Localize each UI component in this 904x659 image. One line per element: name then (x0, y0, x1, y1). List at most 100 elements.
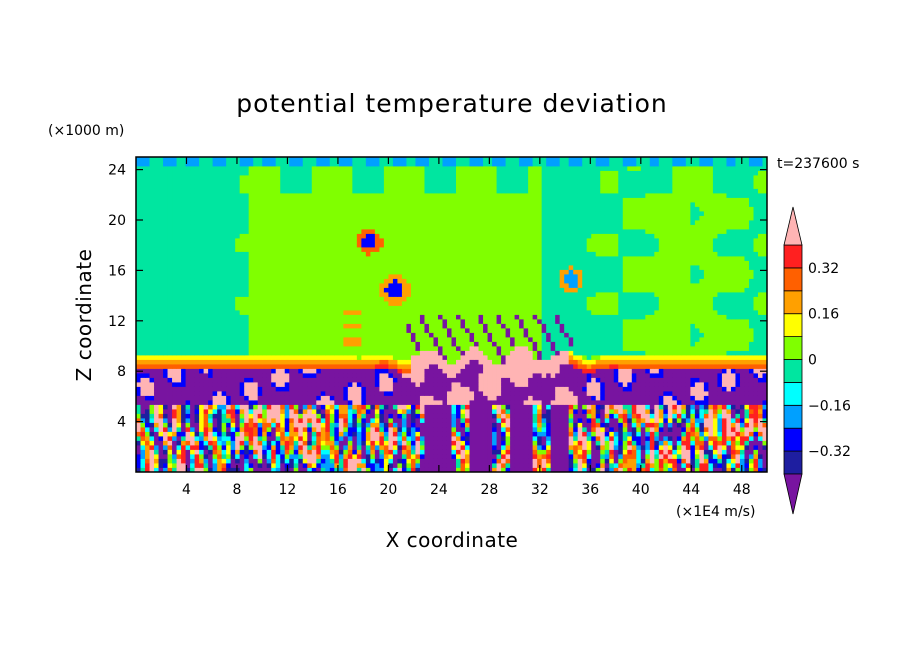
heatmap-cell (591, 418, 597, 423)
heatmap-cell (681, 431, 687, 437)
heatmap-cell (145, 377, 150, 383)
heatmap-cell (757, 440, 763, 446)
heatmap-cell (185, 409, 191, 414)
heatmap-cell (532, 431, 538, 437)
heatmap-cell (726, 454, 732, 459)
heatmap-cell (685, 377, 691, 383)
heatmap-cell (559, 355, 565, 360)
heatmap-cell (194, 350, 200, 356)
heatmap-cell (361, 332, 367, 338)
heatmap-cell (406, 332, 412, 338)
heatmap-cell (167, 359, 173, 365)
heatmap-cell (194, 328, 200, 333)
heatmap-cell (365, 400, 371, 405)
heatmap-cell (627, 409, 633, 414)
heatmap-cell (262, 368, 268, 374)
heatmap-cell (654, 346, 660, 351)
heatmap-cell (739, 337, 745, 342)
heatmap-cell (284, 382, 290, 387)
heatmap-cell (419, 449, 425, 455)
heatmap-cell (293, 386, 299, 392)
heatmap-cell (519, 310, 525, 315)
heatmap-cell (474, 373, 479, 378)
heatmap-cell (253, 467, 259, 473)
heatmap-cell (397, 404, 403, 410)
heatmap-cell (564, 377, 570, 383)
heatmap-cell (546, 404, 552, 410)
heatmap-cell (374, 346, 380, 351)
heatmap-cell (289, 355, 295, 360)
heatmap-cell (577, 328, 583, 333)
heatmap-cell (541, 436, 547, 441)
heatmap-cell (582, 395, 588, 401)
heatmap-cell (352, 404, 358, 410)
heatmap-cell (712, 323, 718, 329)
heatmap-cell (199, 440, 205, 446)
heatmap-cell (271, 409, 277, 414)
heatmap-cell (604, 404, 610, 410)
heatmap-cell (618, 391, 624, 396)
heatmap-cell (329, 440, 335, 446)
heatmap-cell (352, 373, 358, 378)
heatmap-cell (465, 463, 470, 468)
heatmap-cell (307, 463, 313, 468)
heatmap-cell (721, 337, 727, 342)
heatmap-cell (347, 350, 353, 356)
heatmap-cell (383, 409, 389, 414)
heatmap-cell (586, 391, 592, 396)
heatmap-cell (753, 364, 759, 369)
heatmap-cell (744, 404, 750, 410)
heatmap-cell (483, 314, 488, 320)
heatmap-cell (654, 373, 660, 378)
heatmap-cell (541, 413, 547, 419)
heatmap-cell (235, 454, 241, 459)
heatmap-cell (275, 463, 281, 468)
heatmap-cell (591, 364, 597, 369)
heatmap-cell (456, 463, 461, 468)
heatmap-cell (230, 400, 236, 405)
heatmap-cell (465, 373, 470, 378)
heatmap-cell (739, 454, 745, 459)
heatmap-cell (600, 409, 606, 414)
heatmap-cell (172, 427, 177, 432)
heatmap-cell (762, 391, 768, 396)
heatmap-cell (496, 436, 502, 441)
heatmap-cell (586, 355, 592, 360)
heatmap-cell (645, 454, 651, 459)
heatmap-cell (609, 445, 615, 450)
heatmap-cell (541, 341, 547, 347)
heatmap-cell (316, 413, 322, 419)
heatmap-cell (158, 355, 164, 360)
heatmap-cell (136, 467, 141, 473)
heatmap-cell (347, 337, 353, 342)
heatmap-cell (136, 323, 141, 329)
heatmap-cell (757, 404, 763, 410)
heatmap-cell (154, 454, 159, 459)
heatmap-cell (748, 382, 754, 387)
heatmap-cell (703, 364, 709, 369)
heatmap-cell (739, 413, 745, 419)
heatmap-cell (609, 377, 615, 383)
heatmap-cell (523, 431, 529, 437)
heatmap-cell (203, 355, 209, 360)
heatmap-cell (437, 373, 443, 378)
heatmap-cell (618, 422, 624, 428)
heatmap-cell (361, 445, 367, 450)
heatmap-cell (383, 436, 389, 441)
heatmap-cell (735, 377, 741, 383)
heatmap-cell (190, 467, 195, 473)
heatmap-cell (640, 422, 646, 428)
heatmap-cell (694, 368, 700, 374)
heatmap-cell (347, 427, 353, 432)
heatmap-cell (604, 413, 610, 419)
heatmap-cell (649, 332, 655, 338)
heatmap-cell (235, 467, 241, 473)
heatmap-cell (293, 377, 299, 383)
heatmap-cell (523, 337, 529, 342)
heatmap-cell (293, 310, 299, 315)
heatmap-cell (293, 323, 299, 329)
heatmap-cell (397, 391, 403, 396)
heatmap-cell (690, 436, 696, 441)
heatmap-cell (217, 467, 223, 473)
heatmap-cell (383, 413, 389, 419)
